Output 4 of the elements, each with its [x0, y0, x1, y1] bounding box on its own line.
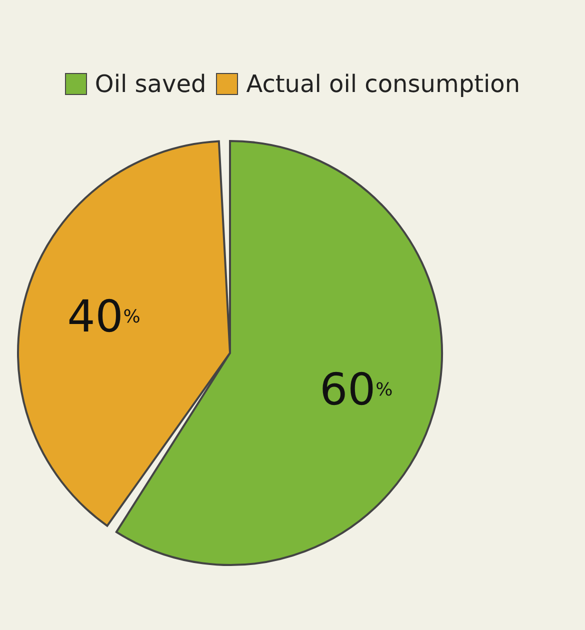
data-label: 60% [320, 364, 393, 416]
data-label: 40% [67, 290, 140, 342]
legend-label: Actual oil consumption [246, 70, 520, 98]
legend-label: Oil saved [94, 70, 206, 98]
